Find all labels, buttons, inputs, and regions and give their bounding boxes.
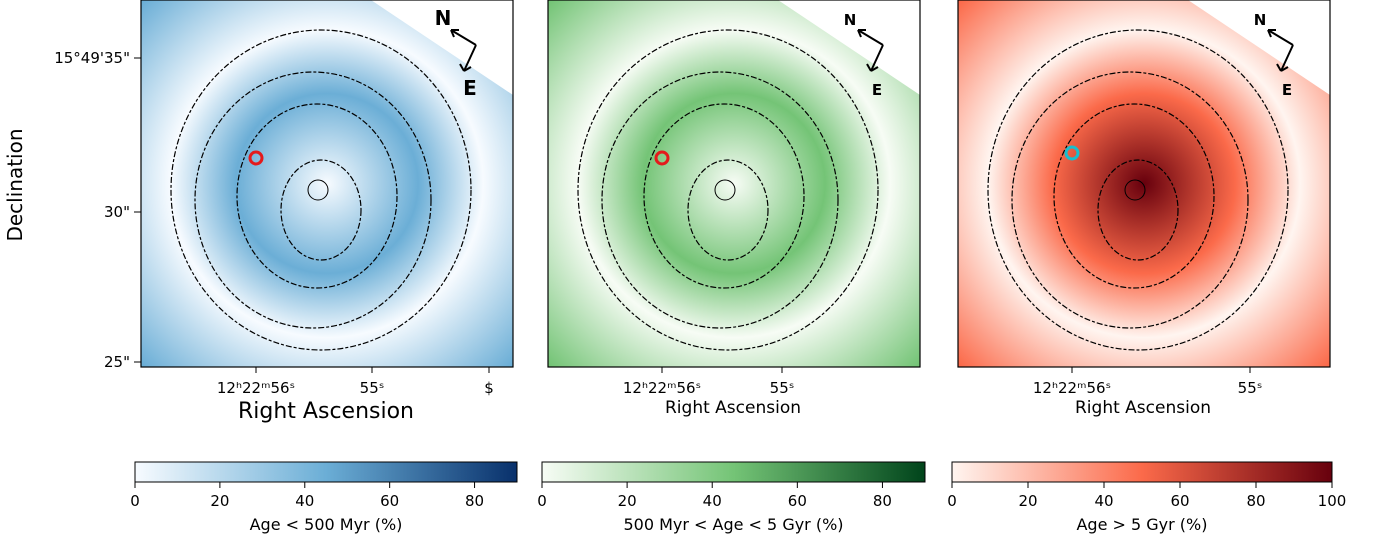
compass-north: N (435, 6, 452, 30)
contour (307, 179, 329, 201)
colorbar-tick-label: 80 (1246, 492, 1265, 510)
colorbar-tick-label: 0 (537, 492, 547, 510)
colorbar-tick-label: 20 (1018, 492, 1037, 510)
colorbar-tick-label: 20 (210, 492, 229, 510)
compass-east: E (1282, 81, 1292, 99)
colorbar-tick-label: 100 (1318, 492, 1347, 510)
no-data-corner (1188, 0, 1330, 95)
compass-arrows (450, 29, 477, 72)
contour (194, 71, 432, 329)
ra-tick-label: 12ʰ22ᵐ56ˢ (623, 379, 701, 397)
region-marker (248, 150, 264, 166)
contour (687, 159, 769, 261)
ra-tick-label: 55ˢ (360, 379, 385, 397)
contour (577, 29, 879, 351)
contour (601, 71, 839, 329)
colorbar (541, 461, 926, 483)
no-data-corner (778, 0, 920, 95)
colorbar-label: Age > 5 Gyr (%) (1076, 515, 1207, 534)
compass-arrows (1267, 29, 1294, 72)
compass-north: N (844, 11, 857, 29)
map-image (141, 0, 513, 367)
colorbar-tick-label: 60 (380, 492, 399, 510)
map-image (548, 0, 920, 367)
ra-tick-label: 12ʰ22ᵐ56ˢ (1033, 379, 1111, 397)
colorbar-tick-label: 40 (703, 492, 722, 510)
contour (987, 29, 1289, 351)
contour (1124, 179, 1146, 201)
map-frame (140, 0, 514, 368)
ra-tick-label: 55ˢ (1238, 379, 1263, 397)
colorbar (134, 461, 518, 483)
y-axis-label: Declination (3, 128, 27, 241)
contour (170, 29, 472, 351)
colorbar-tick-label: 60 (788, 492, 807, 510)
colorbar-tick-label: 0 (947, 492, 957, 510)
colorbar-tick-label: 40 (295, 492, 314, 510)
contour (1097, 159, 1179, 261)
dec-tick-label: 25" (104, 353, 130, 371)
map-image (958, 0, 1330, 367)
region-marker (654, 150, 670, 166)
dec-tick-label: 15°49'35" (54, 49, 130, 67)
colorbar-tick-label: 80 (465, 492, 484, 510)
contour (643, 103, 805, 289)
contour (1011, 71, 1249, 329)
colorbar-tick-label: 20 (618, 492, 637, 510)
contour (714, 179, 736, 201)
x-axis-label: Right Ascension (238, 399, 414, 424)
ra-tick-label: 12ʰ22ᵐ56ˢ (217, 379, 295, 397)
colorbar-tick-label: 40 (1094, 492, 1113, 510)
x-axis-label: Right Ascension (665, 398, 801, 418)
compass-north: N (1254, 11, 1267, 29)
colorbar-label: 500 Myr < Age < 5 Gyr (%) (623, 515, 843, 534)
colorbar-tick-label: 80 (873, 492, 892, 510)
colorbar-tick-label: 0 (130, 492, 140, 510)
colorbar-tick-label: 60 (1170, 492, 1189, 510)
map-frame (957, 0, 1331, 368)
contour (236, 103, 398, 289)
ra-tick-label: 55ˢ (770, 379, 795, 397)
colorbar-label: Age < 500 Myr (%) (250, 515, 403, 534)
compass-east: E (463, 76, 477, 100)
x-axis-label: Right Ascension (1075, 398, 1211, 418)
region-marker (1064, 145, 1080, 161)
dec-tick-label: 30" (104, 203, 130, 221)
map-frame (547, 0, 921, 368)
compass-arrows (857, 29, 884, 72)
contour (1053, 103, 1215, 289)
colorbar (951, 461, 1333, 483)
no-data-corner (371, 0, 513, 95)
ra-tick-label: $ (484, 379, 494, 397)
compass-east: E (872, 81, 882, 99)
contour (280, 159, 362, 261)
